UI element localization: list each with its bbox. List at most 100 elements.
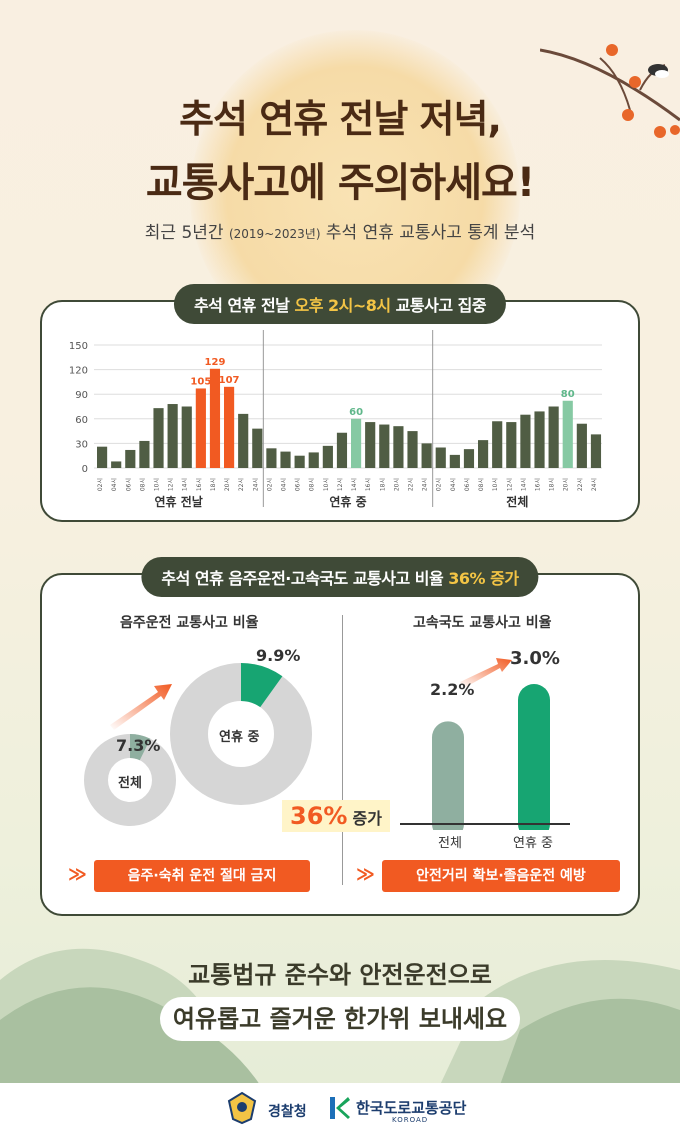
y-tick-label: 0 [82, 464, 88, 475]
x-tick-label: 10시 [323, 478, 330, 491]
persimmon-branch-illustration [540, 44, 680, 138]
x-tick-label: 24시 [252, 478, 259, 491]
bar [153, 408, 164, 468]
x-tick-label: 20시 [393, 478, 400, 491]
data-label: 60 [349, 407, 363, 418]
highway-title: 고속국도 교통사고 비율 [413, 615, 552, 631]
section1-pill-highlight: 오후 2시~8시 [294, 296, 391, 315]
section2-pill: 추석 연휴 음주운전·고속국도 교통사고 비율 36% 증가 [141, 557, 539, 597]
x-tick-label: 20시 [563, 478, 570, 491]
vertical-divider [342, 615, 343, 885]
donut-big-segment [170, 663, 312, 805]
x-tick-label: 16시 [365, 478, 372, 491]
increase-badge: 36% 증가 [282, 800, 390, 832]
koroad-logo-sub: KOROAD [392, 1116, 429, 1124]
x-tick-label: 14시 [182, 478, 189, 491]
donut-charts [84, 663, 312, 826]
closing-line-1: 교통법규 준수와 안전운전으로 [188, 961, 492, 989]
y-tick-label: 150 [69, 341, 88, 352]
koroad-logo-icon [330, 1097, 350, 1119]
bar [125, 449, 136, 468]
panel-label: 연휴 전날 [154, 494, 202, 509]
bar [506, 422, 517, 468]
panel-label: 전체 [506, 494, 528, 509]
x-tick-label: 02시 [266, 478, 273, 491]
x-tick-label: 14시 [520, 478, 527, 491]
subtitle: 최근 5년간 (2019~2023년) 추석 연휴 교통사고 통계 분석 [0, 218, 680, 243]
subtitle-suffix: 추석 연휴 교통사고 통계 분석 [325, 223, 536, 243]
x-tick-label: 02시 [97, 478, 104, 491]
y-tick-label: 90 [75, 390, 88, 401]
x-tick-label: 18시 [549, 478, 556, 491]
x-tick-label: 02시 [436, 478, 443, 491]
bar [534, 411, 545, 468]
bar [252, 428, 263, 468]
subtitle-years: (2019~2023년) [228, 227, 321, 241]
bar [322, 445, 333, 468]
footer: 경찰청 한국도로교통공단 KOROAD [0, 1083, 680, 1133]
bar [590, 434, 602, 468]
closing-line-2: 여유롭고 즐거운 한가위 보내세요 [160, 997, 520, 1041]
increase-text: 증가 [352, 809, 382, 828]
bar [379, 424, 390, 468]
bar [139, 440, 150, 468]
x-tick-label: 06시 [295, 478, 302, 491]
bar [548, 406, 559, 468]
data-label: 105 [190, 376, 211, 387]
x-tick-label: 12시 [506, 478, 513, 491]
subtitle-prefix: 최근 5년간 [144, 223, 224, 243]
title-line-1: 추석 연휴 전날 저녁, [179, 97, 502, 141]
chevron-icon-left: ≫ [68, 864, 87, 885]
chevron-icon-right: ≫ [356, 864, 375, 885]
title-line-2: 교통사고에 주의하세요! [145, 160, 535, 206]
bar [336, 432, 348, 468]
bar [492, 421, 503, 468]
highway-bar-holiday [518, 684, 550, 830]
x-tick-label: 14시 [351, 478, 358, 491]
highway-total-label: 전체 [438, 836, 462, 851]
donut-small-pct: 7.3% [116, 736, 161, 755]
section2-pill-a: 추석 연휴 음주운전·고속국도 교통사고 비율 [161, 569, 449, 588]
x-tick-label: 16시 [535, 478, 542, 491]
bar [421, 443, 432, 468]
x-tick-label: 06시 [464, 478, 471, 491]
increase-value: 36% [290, 802, 348, 830]
bar [195, 388, 206, 468]
x-tick-label: 24시 [422, 478, 429, 491]
donut-small-segment [84, 734, 176, 826]
highway-holiday-label: 연휴 중 [513, 836, 554, 851]
x-tick-label: 04시 [111, 478, 118, 491]
y-tick-label: 120 [69, 366, 88, 377]
x-tick-label: 04시 [450, 478, 457, 491]
x-tick-label: 12시 [168, 478, 175, 491]
bar [209, 368, 221, 468]
bar [435, 447, 446, 468]
hills-illustration [0, 948, 680, 1085]
x-tick-label: 08시 [309, 478, 316, 491]
hourly-accident-chart: 0 30 60 90 120 150 02시 04시 06시 08시 10시 12시 14시 16시 105… [69, 330, 602, 509]
x-tick-label: 06시 [125, 478, 132, 491]
donut-big-label: 연휴 중 [219, 730, 260, 745]
section2-pill-highlight: 36% 증가 [448, 569, 519, 588]
x-tick-label: 12시 [337, 478, 344, 491]
donut-big-pct: 9.9% [256, 646, 301, 665]
x-tick-label: 24시 [591, 478, 598, 491]
section1-pill-c: 교통사고 집중 [390, 296, 487, 315]
bar [181, 406, 192, 468]
bar [576, 423, 587, 468]
drunk-driving-title: 음주운전 교통사고 비율 [120, 615, 259, 631]
donut-small-label: 전체 [118, 776, 142, 791]
bar [266, 448, 277, 468]
data-label: 129 [205, 357, 226, 368]
x-tick-label: 20시 [224, 478, 231, 491]
cta-safe-distance: 안전거리 확보·졸음운전 예방 [382, 860, 620, 892]
x-tick-label: 22시 [577, 478, 584, 491]
x-tick-label: 10시 [154, 478, 161, 491]
bar [224, 386, 235, 468]
section1-pill-a: 추석 연휴 전날 [193, 296, 295, 315]
bar [308, 452, 319, 468]
bar [294, 455, 305, 468]
police-emblem-icon [227, 1091, 257, 1125]
bar [280, 451, 291, 468]
panel-label: 연휴 중 [329, 494, 366, 509]
